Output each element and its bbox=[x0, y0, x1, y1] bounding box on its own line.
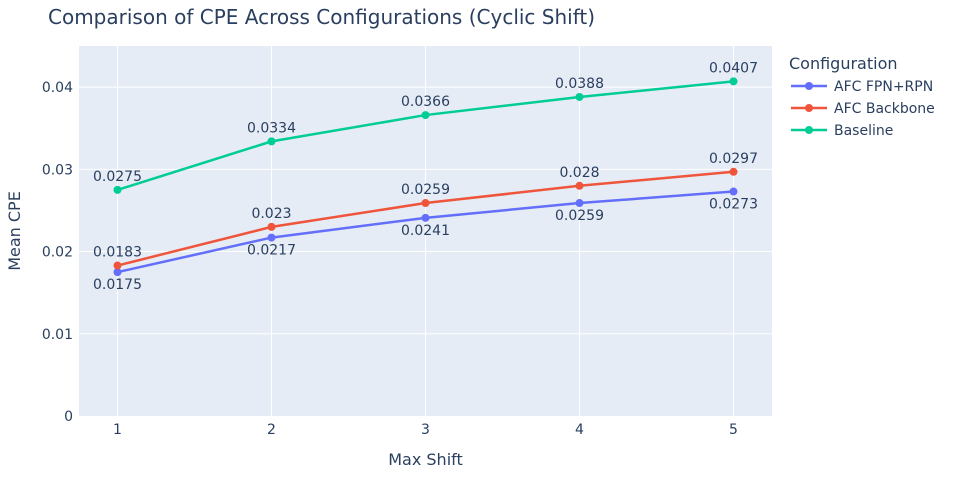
data-point bbox=[729, 77, 738, 86]
legend-swatch-marker bbox=[805, 126, 813, 134]
data-labels-layer: 0.0175 0.0217 0.0241 0.0259 0.0273 0.0183 0.02… bbox=[93, 60, 758, 293]
legend-item-label: AFC Backbone bbox=[834, 101, 935, 117]
data-point bbox=[267, 233, 276, 242]
data-label: 0.0259 bbox=[401, 182, 450, 198]
data-label: 0.0407 bbox=[709, 60, 758, 76]
data-point bbox=[267, 137, 276, 146]
data-point bbox=[729, 187, 738, 196]
x-tick-label: 3 bbox=[421, 422, 430, 438]
y-tick-label: 0.03 bbox=[42, 162, 73, 178]
data-point bbox=[575, 181, 584, 190]
data-point bbox=[421, 213, 430, 222]
data-point bbox=[729, 167, 738, 176]
data-label: 0.023 bbox=[251, 206, 291, 222]
data-point bbox=[421, 199, 430, 208]
data-point bbox=[421, 111, 430, 120]
legend-item-label: Baseline bbox=[834, 123, 893, 139]
data-label: 0.0275 bbox=[93, 169, 142, 185]
y-axis-label: Mean CPE bbox=[5, 191, 24, 271]
legend-swatch-marker bbox=[805, 104, 813, 112]
x-tick-labels: 1 2 3 4 5 bbox=[113, 422, 738, 438]
x-tick-label: 2 bbox=[267, 422, 276, 438]
x-gridlines bbox=[117, 46, 734, 416]
data-point bbox=[575, 92, 584, 101]
x-axis-label: Max Shift bbox=[388, 450, 463, 469]
x-tick-label: 5 bbox=[729, 422, 738, 438]
data-label: 0.0175 bbox=[93, 277, 142, 293]
legend-items: AFC FPN+RPN AFC Backbone Baseline bbox=[791, 79, 935, 139]
x-tick-label: 1 bbox=[113, 422, 122, 438]
data-label: 0.0241 bbox=[401, 223, 450, 239]
y-tick-labels: 0 0.01 0.02 0.03 0.04 bbox=[42, 80, 73, 425]
legend-swatch-marker bbox=[805, 82, 813, 90]
legend-item-label: AFC FPN+RPN bbox=[834, 79, 933, 95]
data-label: 0.0259 bbox=[555, 208, 604, 224]
data-label: 0.0388 bbox=[555, 76, 604, 92]
y-tick-label: 0.02 bbox=[42, 245, 73, 261]
x-tick-label: 4 bbox=[575, 422, 584, 438]
y-tick-label: 0.01 bbox=[42, 327, 73, 343]
data-point bbox=[113, 185, 122, 194]
legend: Configuration AFC FPN+RPN AFC Backbone Bas… bbox=[789, 54, 935, 139]
series-layer bbox=[113, 77, 738, 277]
y-tick-label: 0.04 bbox=[42, 80, 73, 96]
data-point bbox=[575, 199, 584, 208]
data-label: 0.0297 bbox=[709, 151, 758, 167]
data-label: 0.0217 bbox=[247, 243, 296, 259]
chart-title: Comparison of CPE Across Configurations … bbox=[48, 5, 595, 29]
legend-title: Configuration bbox=[789, 54, 898, 73]
data-label: 0.0334 bbox=[247, 120, 296, 136]
data-point bbox=[267, 222, 276, 231]
data-label: 0.0183 bbox=[93, 245, 142, 261]
data-label: 0.0366 bbox=[401, 94, 450, 110]
data-point bbox=[113, 268, 122, 277]
data-label: 0.0273 bbox=[709, 197, 758, 213]
data-label: 0.028 bbox=[559, 165, 599, 181]
data-point bbox=[113, 261, 122, 270]
y-tick-label: 0 bbox=[64, 409, 73, 425]
